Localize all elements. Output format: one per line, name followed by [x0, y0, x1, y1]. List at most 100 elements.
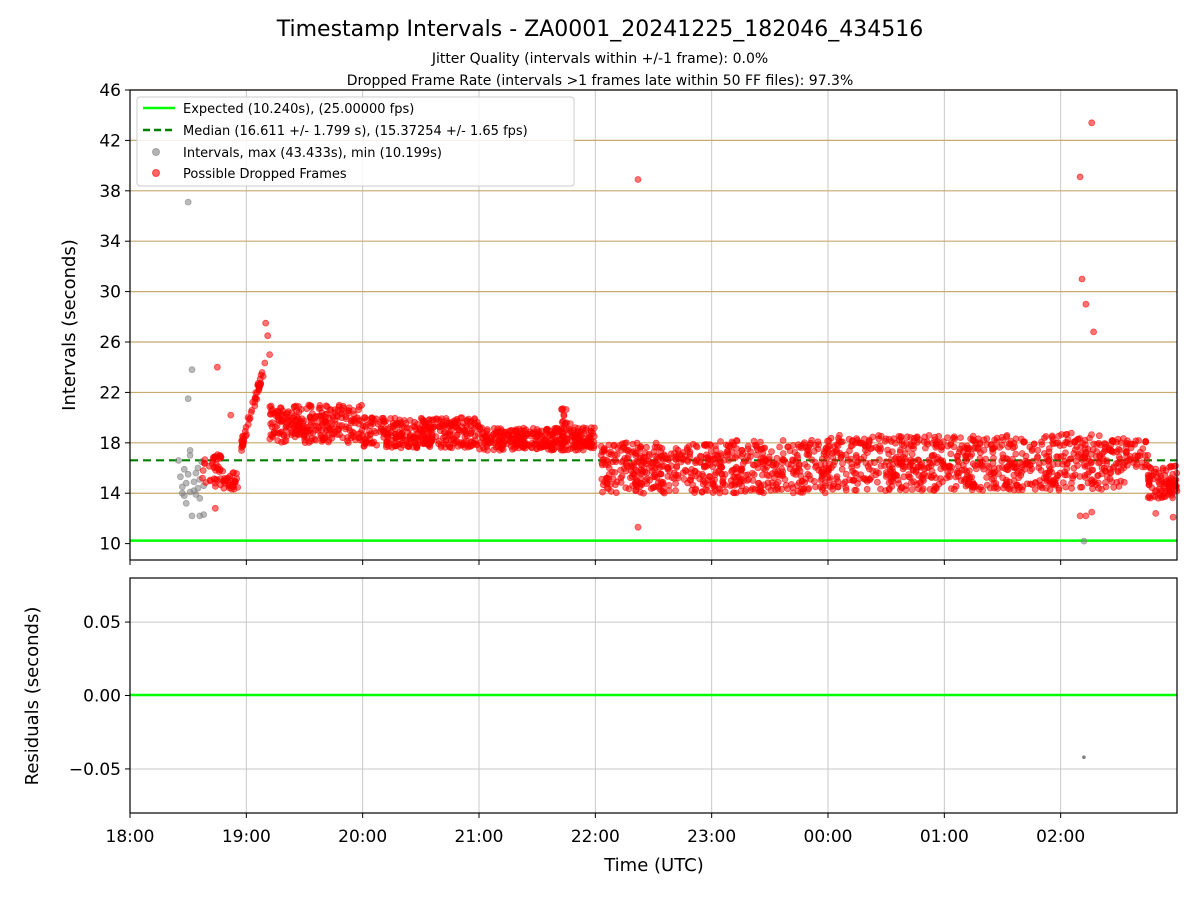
dropped-frame-point	[1110, 483, 1118, 491]
dropped-frame-point	[884, 446, 891, 454]
dropped-frame-point	[1006, 485, 1014, 493]
intervals-y-tick-label: 14	[99, 484, 121, 504]
dropped-frame-point	[1037, 481, 1045, 489]
dropped-frame-point	[256, 375, 264, 383]
dropped-frame-point	[1020, 438, 1028, 446]
dropped-frame-point	[1023, 458, 1031, 466]
chart-title: Timestamp Intervals - ZA0001_20241225_18…	[276, 17, 924, 42]
dropped-frame-point	[842, 486, 850, 494]
dropped-frame-point	[1028, 481, 1036, 489]
dropped-frame-point	[731, 474, 739, 481]
dropped-frame-point	[915, 463, 922, 471]
dropped-frame-point	[928, 452, 936, 460]
dropped-frame-point	[620, 465, 628, 473]
dropped-frame-point	[969, 436, 977, 444]
interval-point	[175, 457, 182, 464]
dropped-frame-point	[384, 431, 392, 439]
dropped-frame-point	[1028, 447, 1036, 455]
dropped-frame-point	[749, 469, 756, 477]
dropped-frame-point	[999, 436, 1007, 444]
dropped-frame-point	[774, 467, 782, 475]
dropped-frame-point	[811, 477, 818, 485]
dropped-frame-point	[779, 437, 787, 444]
dropped-frame-point	[742, 471, 750, 479]
x-tick-label: 20:00	[338, 827, 387, 847]
dropped-frame-point	[711, 451, 719, 459]
dropped-frame-point	[1046, 475, 1053, 483]
dropped-frame-point	[957, 434, 964, 442]
dropped-frame-point	[908, 450, 916, 458]
dropped-frame-point	[1070, 464, 1078, 472]
dropped-frame-point	[1012, 450, 1020, 458]
dropped-frame-point	[773, 454, 781, 462]
dropped-frame-point	[1068, 479, 1075, 487]
dropped-frame-point	[708, 477, 716, 485]
dropped-frame-point	[1052, 481, 1059, 489]
dropped-frame-point	[268, 419, 276, 427]
dropped-frame-point	[760, 444, 767, 452]
dropped-frame-point	[1151, 493, 1159, 501]
dropped-frame-point	[633, 439, 641, 447]
dropped-frame-point	[1152, 510, 1160, 517]
dropped-frame-point	[642, 457, 650, 465]
dropped-frame-point	[322, 402, 330, 410]
dropped-frame-point	[446, 443, 454, 451]
dropped-frame-point	[328, 430, 336, 438]
dropped-frame-point	[601, 446, 608, 454]
dropped-frame-point	[1102, 483, 1110, 491]
dropped-frame-point	[243, 431, 250, 438]
dropped-frame-point	[319, 434, 327, 442]
dropped-frame-point	[1070, 449, 1078, 457]
dropped-frame-point	[1090, 328, 1097, 336]
intervals-y-tick-label: 38	[99, 182, 121, 202]
dropped-frames-series	[199, 119, 1181, 531]
dropped-frame-point	[400, 423, 408, 431]
dropped-frame-point	[1108, 437, 1116, 445]
dropped-frame-point	[933, 442, 940, 450]
dropped-frame-point	[541, 437, 549, 445]
legend-box	[136, 96, 575, 187]
dropped-frame-point	[507, 442, 515, 450]
dropped-frame-point	[817, 476, 825, 484]
dropped-frame-point	[378, 414, 386, 422]
dropped-frame-point	[814, 438, 822, 446]
dropped-frame-point	[1123, 457, 1130, 465]
dropped-frame-point	[1081, 472, 1089, 479]
dropped-frame-point	[757, 438, 764, 446]
dropped-frame-point	[1012, 435, 1020, 443]
dropped-frame-point	[801, 439, 808, 447]
intervals-series	[175, 198, 1088, 545]
dropped-frame-point	[328, 420, 336, 428]
dropped-frame-point	[1124, 437, 1131, 445]
dropped-frame-point	[853, 453, 860, 461]
dropped-frame-point	[1018, 450, 1026, 457]
dropped-frame-point	[1088, 119, 1096, 127]
dropped-frame-point	[1076, 512, 1084, 520]
dropped-frame-point	[672, 456, 680, 463]
dropped-frame-point	[679, 469, 687, 477]
dropped-frame-point	[210, 464, 218, 472]
dropped-frame-point	[496, 428, 504, 436]
dropped-frame-point	[804, 463, 811, 471]
dropped-frame-point	[737, 478, 744, 486]
dropped-frame-point	[753, 451, 760, 459]
dropped-frame-point	[437, 443, 445, 451]
dropped-frame-point	[1096, 453, 1103, 460]
dropped-frame-point	[1095, 432, 1103, 440]
dropped-frame-point	[727, 482, 735, 490]
dropped-frame-point	[754, 460, 761, 468]
dropped-frame-point	[1103, 473, 1111, 481]
dropped-frame-point	[1038, 438, 1045, 446]
dropped-frame-point	[999, 454, 1007, 462]
residuals-y-tick-label: 0.05	[83, 613, 121, 633]
dropped-frame-point	[798, 477, 806, 485]
intervals-plot-frame	[129, 89, 1178, 561]
dropped-frame-point	[246, 414, 254, 422]
x-tick-label: 18:00	[106, 827, 155, 847]
residuals-series	[1082, 755, 1086, 759]
x-tick-label: 02:00	[1036, 827, 1085, 847]
interval-point	[184, 395, 192, 403]
residuals-y-tick-label: −0.05	[69, 760, 121, 780]
dropped-frame-point	[1042, 432, 1050, 440]
dropped-frame-point	[1078, 275, 1086, 283]
